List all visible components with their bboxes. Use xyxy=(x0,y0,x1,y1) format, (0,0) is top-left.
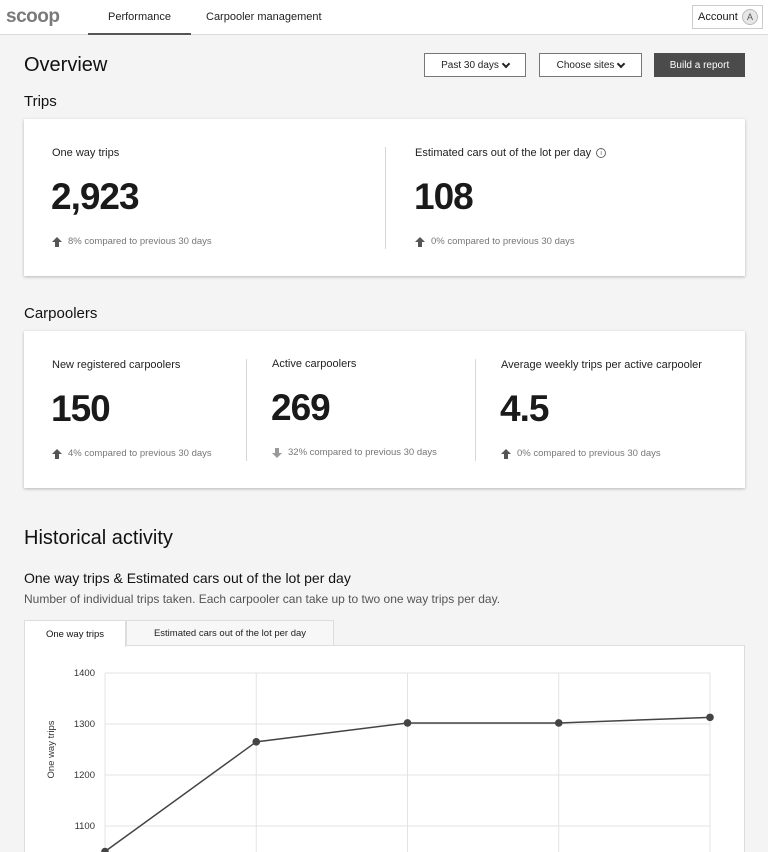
chevron-down-icon xyxy=(617,59,626,68)
data-point xyxy=(101,847,109,852)
arrow-up-icon xyxy=(501,448,511,459)
y-tick-label: 1400 xyxy=(74,668,95,679)
build-report-button[interactable]: Build a report xyxy=(654,53,745,77)
chart-title: One way trips & Estimated cars out of th… xyxy=(24,570,351,586)
choose-sites-dropdown[interactable]: Choose sites xyxy=(539,53,642,77)
carpoolers-card: New registered carpoolers 150 4% compare… xyxy=(24,331,745,488)
one-way-trips-value: 2,923 xyxy=(51,176,140,217)
new-registered-value: 150 xyxy=(51,388,111,429)
y-tick-label: 1100 xyxy=(75,821,95,832)
info-icon[interactable]: i xyxy=(596,148,607,159)
divider xyxy=(475,359,476,461)
date-range-label: Past 30 days xyxy=(441,59,499,71)
carpoolers-heading: Carpoolers xyxy=(24,305,98,322)
scoop-logo[interactable]: scoop xyxy=(6,6,60,27)
data-point xyxy=(403,719,412,727)
avg-weekly-trips-value: 4.5 xyxy=(500,388,549,429)
one-way-trips-label: One way trips xyxy=(52,147,120,159)
estimated-cars-change: 0% compared to previous 30 days xyxy=(415,236,575,247)
estimated-cars-label: Estimated cars out of the lot per day i xyxy=(415,147,607,159)
account-label: Account xyxy=(698,11,738,23)
chart-subtitle: Number of individual trips taken. Each c… xyxy=(24,592,501,606)
tab-one-way-trips[interactable]: One way trips xyxy=(24,620,126,647)
page-title: Overview xyxy=(24,54,108,76)
y-tick-label: 1200 xyxy=(74,770,95,781)
divider xyxy=(246,359,247,461)
new-registered-change: 4% compared to previous 30 days xyxy=(52,448,212,459)
trips-card: One way trips 2,923 8% compared to previ… xyxy=(24,119,745,276)
new-registered-label: New registered carpoolers xyxy=(52,359,181,371)
arrow-up-icon xyxy=(52,448,62,459)
estimated-cars-value: 108 xyxy=(414,176,474,217)
active-carpoolers-label: Active carpoolers xyxy=(272,358,357,370)
choose-sites-label: Choose sites xyxy=(556,59,615,71)
divider xyxy=(385,147,386,249)
avg-weekly-trips-label: Average weekly trips per active carpoole… xyxy=(501,359,702,371)
trips-heading: Trips xyxy=(24,93,57,110)
chart-card: 1400 1300 1200 1100 One way trips xyxy=(24,645,745,852)
data-point xyxy=(252,738,261,746)
active-carpoolers-value: 269 xyxy=(271,387,331,428)
change-text: 4% compared to previous 30 days xyxy=(68,448,212,459)
active-carpoolers-change: 32% compared to previous 30 days xyxy=(272,447,437,458)
change-text: 8% compared to previous 30 days xyxy=(68,236,212,247)
y-tick-label: 1300 xyxy=(74,719,95,730)
change-text: 0% compared to previous 30 days xyxy=(517,448,661,459)
line-chart: 1400 1300 1200 1100 One way trips xyxy=(46,668,714,852)
avg-weekly-trips-change: 0% compared to previous 30 days xyxy=(501,448,661,459)
arrow-up-icon xyxy=(52,236,62,247)
historical-heading: Historical activity xyxy=(24,527,173,549)
data-point xyxy=(554,719,563,727)
y-axis-label: One way trips xyxy=(46,720,57,778)
arrow-up-icon xyxy=(415,236,425,247)
data-point xyxy=(706,713,714,722)
arrow-down-icon xyxy=(272,447,282,458)
top-navigation-bar: scoop Performance Carpooler management A… xyxy=(0,0,768,35)
tab-estimated-cars[interactable]: Estimated cars out of the lot per day xyxy=(126,620,334,646)
account-button[interactable]: Account A xyxy=(692,5,763,29)
date-range-dropdown[interactable]: Past 30 days xyxy=(424,53,526,77)
one-way-trips-change: 8% compared to previous 30 days xyxy=(52,236,212,247)
change-text: 32% compared to previous 30 days xyxy=(288,447,437,458)
chevron-down-icon xyxy=(501,59,511,68)
change-text: 0% compared to previous 30 days xyxy=(431,236,575,247)
estimated-cars-label-text: Estimated cars out of the lot per day xyxy=(415,147,592,159)
tab-performance[interactable]: Performance xyxy=(88,11,191,35)
tab-carpooler-management[interactable]: Carpooler management xyxy=(206,11,322,23)
avatar: A xyxy=(742,9,758,25)
